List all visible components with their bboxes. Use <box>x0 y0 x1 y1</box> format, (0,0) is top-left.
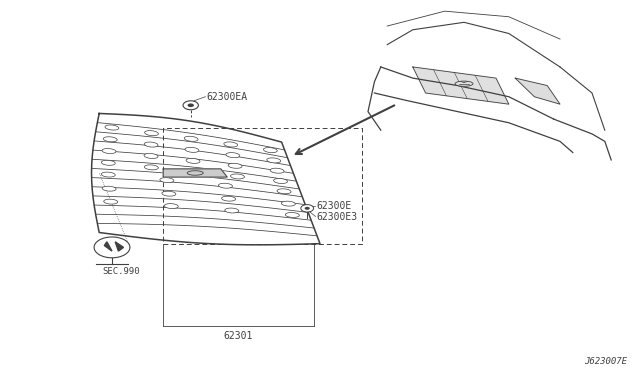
Polygon shape <box>163 169 227 177</box>
Ellipse shape <box>103 137 117 142</box>
Ellipse shape <box>218 183 232 188</box>
Ellipse shape <box>230 174 244 179</box>
Ellipse shape <box>160 178 174 183</box>
Ellipse shape <box>101 172 115 177</box>
Ellipse shape <box>282 201 295 206</box>
Circle shape <box>183 101 198 110</box>
Ellipse shape <box>145 165 158 170</box>
Ellipse shape <box>226 153 240 158</box>
Polygon shape <box>115 242 124 251</box>
Ellipse shape <box>145 131 159 136</box>
Ellipse shape <box>104 199 118 204</box>
Text: 62300E: 62300E <box>317 202 352 211</box>
Text: 62301: 62301 <box>224 331 253 341</box>
Ellipse shape <box>228 163 242 168</box>
Ellipse shape <box>144 142 158 147</box>
Polygon shape <box>104 242 112 251</box>
Ellipse shape <box>221 196 236 201</box>
Polygon shape <box>413 67 509 104</box>
Ellipse shape <box>164 203 179 209</box>
Ellipse shape <box>187 171 204 175</box>
Ellipse shape <box>285 212 300 217</box>
Ellipse shape <box>224 142 237 147</box>
Ellipse shape <box>144 154 158 158</box>
Circle shape <box>94 237 130 258</box>
Text: 62300EA: 62300EA <box>207 92 248 102</box>
Ellipse shape <box>105 125 119 130</box>
Ellipse shape <box>277 189 291 194</box>
Ellipse shape <box>270 168 284 173</box>
Ellipse shape <box>162 191 176 196</box>
Circle shape <box>188 103 194 107</box>
Ellipse shape <box>267 158 281 163</box>
Text: SEC.990: SEC.990 <box>102 267 140 276</box>
Ellipse shape <box>264 148 277 153</box>
Ellipse shape <box>102 148 116 154</box>
Ellipse shape <box>225 208 239 213</box>
Text: J623007E: J623007E <box>584 357 627 366</box>
Ellipse shape <box>186 158 200 163</box>
Ellipse shape <box>188 169 202 174</box>
Ellipse shape <box>102 186 116 191</box>
Ellipse shape <box>455 81 473 86</box>
Ellipse shape <box>101 160 115 165</box>
Text: 62300E3: 62300E3 <box>317 212 358 221</box>
Ellipse shape <box>185 147 199 153</box>
Polygon shape <box>92 113 320 245</box>
Circle shape <box>301 205 314 212</box>
Ellipse shape <box>273 179 287 183</box>
Circle shape <box>305 207 310 210</box>
Ellipse shape <box>184 136 198 141</box>
Polygon shape <box>515 78 560 104</box>
